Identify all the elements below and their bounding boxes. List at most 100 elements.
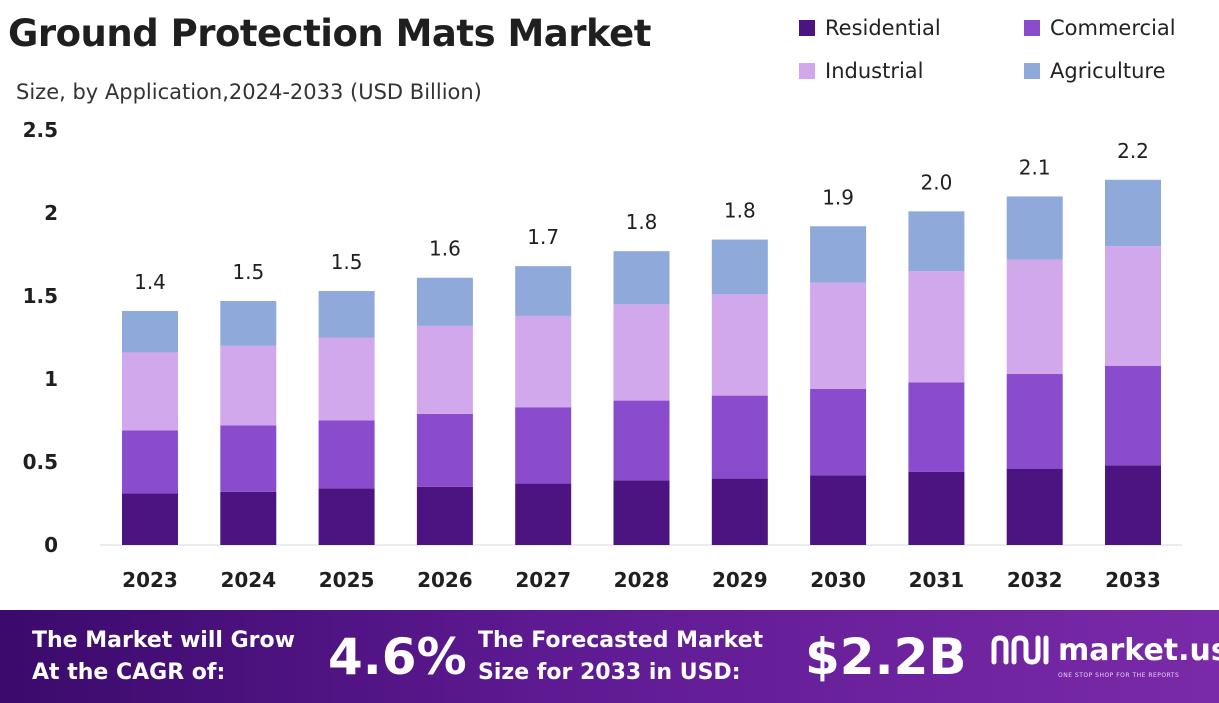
y-tick-label: 0.5	[23, 450, 58, 474]
forecast-value: $2.2B	[805, 628, 967, 686]
bar-segment-residential	[515, 483, 572, 545]
cagr-caption-line1: The Market will Grow	[32, 628, 295, 653]
x-tick-label: 2033	[1105, 568, 1161, 592]
bar-segment-agriculture	[318, 291, 375, 338]
x-tick-label: 2028	[614, 568, 670, 592]
bar-total-label: 1.8	[724, 199, 756, 223]
bar-segment-industrial	[515, 315, 572, 408]
bar-segment-agriculture	[515, 266, 572, 316]
bar-segment-residential	[220, 491, 277, 545]
bar-segment-industrial	[220, 345, 277, 426]
bar-segment-residential	[711, 478, 768, 545]
legend-label-industrial: Industrial	[825, 59, 924, 83]
y-tick-label: 2.5	[23, 118, 58, 142]
bar-segment-commercial	[515, 407, 572, 484]
bar-segment-commercial	[1105, 365, 1161, 466]
chart-legend: Residential Commercial Industrial Agricu…	[0, 0, 1219, 100]
bar-segment-industrial	[122, 352, 178, 431]
bar-segment-commercial	[613, 400, 670, 481]
legend-swatch-residential	[799, 20, 815, 36]
legend-swatch-industrial	[799, 63, 815, 79]
bar-total-label: 1.5	[331, 250, 363, 274]
bar-segment-residential	[416, 486, 473, 545]
footer-banner: The Market will Grow At the CAGR of: 4.6…	[0, 610, 1219, 703]
bar-segment-commercial	[711, 395, 768, 479]
bar-segment-industrial	[1006, 259, 1063, 375]
bar-total-label: 1.9	[822, 185, 854, 209]
cagr-caption: The Market will Grow At the CAGR of:	[32, 625, 295, 689]
bar-segment-industrial	[416, 325, 473, 414]
bar-segment-agriculture	[613, 251, 670, 305]
x-tick-label: 2027	[515, 568, 571, 592]
y-tick-label: 0	[44, 533, 58, 557]
bar-segment-industrial	[711, 294, 768, 396]
bar-segment-residential	[810, 475, 867, 545]
x-tick-label: 2030	[810, 568, 866, 592]
brand-tagline: ONE STOP SHOP FOR THE REPORTS	[1058, 672, 1180, 679]
brand-logo[interactable]: market.us	[990, 632, 1219, 668]
bar-segment-industrial	[810, 282, 867, 389]
legend-item-industrial: Industrial	[799, 59, 924, 83]
legend-label-commercial: Commercial	[1050, 16, 1176, 40]
bar-total-label: 1.6	[429, 237, 461, 261]
legend-swatch-commercial	[1024, 20, 1040, 36]
chart-title: Ground Protection Mats Market	[8, 12, 651, 55]
x-tick-label: 2024	[220, 568, 276, 592]
bar-segment-agriculture	[810, 226, 867, 283]
stacked-bar-chart: 0 0.5 1 1.5 2 2.5 1.4 2023 1.5 2024 1.5 2025 1.6 2026…	[23, 118, 1182, 592]
legend-label-residential: Residential	[825, 16, 941, 40]
bar-segment-industrial	[1105, 246, 1161, 366]
y-tick-label: 1.5	[23, 284, 58, 308]
bar-total-label: 2.0	[920, 170, 952, 194]
y-tick-label: 1	[44, 367, 58, 391]
bar-segment-residential	[613, 480, 670, 545]
bar-segment-agriculture	[1006, 196, 1063, 260]
x-tick-label: 2032	[1007, 568, 1063, 592]
bar-segment-commercial	[908, 382, 965, 472]
bar-segment-commercial	[1006, 374, 1063, 469]
bar-segment-commercial	[416, 413, 473, 487]
x-tick-label: 2025	[319, 568, 375, 592]
legend-label-agriculture: Agriculture	[1050, 59, 1166, 83]
bar-segment-commercial	[122, 430, 178, 494]
cagr-value: 4.6%	[328, 628, 467, 686]
bar-total-label: 1.5	[232, 260, 264, 284]
bar-segment-residential	[1006, 468, 1063, 545]
bar-segment-commercial	[220, 425, 277, 492]
x-tick-label: 2031	[909, 568, 965, 592]
bar-segment-residential	[122, 493, 178, 545]
forecast-caption-line1: The Forecasted Market	[478, 628, 764, 653]
bar-segment-residential	[908, 471, 965, 545]
bar-segment-industrial	[318, 337, 375, 421]
bar-segment-agriculture	[908, 211, 965, 272]
bar-segment-agriculture	[416, 277, 473, 326]
bar-total-label: 1.4	[134, 270, 166, 294]
bar-segment-agriculture	[1105, 179, 1161, 247]
legend-item-commercial: Commercial	[1024, 16, 1176, 40]
chart-subtitle: Size, by Application,2024-2033 (USD Bill…	[16, 80, 482, 104]
legend-swatch-agriculture	[1024, 63, 1040, 79]
x-tick-label: 2029	[712, 568, 768, 592]
bar-segment-commercial	[810, 388, 867, 476]
legend-item-agriculture: Agriculture	[1024, 59, 1166, 83]
cagr-caption-line2: At the CAGR of:	[32, 660, 226, 685]
bar-segment-residential	[318, 488, 375, 545]
legend-item-residential: Residential	[799, 16, 941, 40]
bar-segment-industrial	[613, 304, 670, 401]
bar-total-label: 1.8	[626, 210, 658, 234]
bar-total-label: 2.2	[1117, 139, 1149, 163]
bar-segment-agriculture	[711, 239, 768, 295]
forecast-caption: The Forecasted Market Size for 2033 in U…	[478, 625, 763, 689]
bar-segment-residential	[1105, 465, 1161, 545]
bar-segment-industrial	[908, 271, 965, 383]
forecast-caption-line2: Size for 2033 in USD:	[478, 660, 741, 685]
x-tick-label: 2026	[417, 568, 473, 592]
brand-name: market.us	[1058, 632, 1219, 668]
y-tick-label: 2	[44, 201, 58, 225]
bar-total-label: 1.7	[527, 225, 559, 249]
x-tick-label: 2023	[122, 568, 178, 592]
market-us-logo-icon	[991, 635, 1049, 665]
bar-total-label: 2.1	[1019, 155, 1051, 179]
bar-segment-agriculture	[220, 300, 277, 346]
bar-segment-commercial	[318, 420, 375, 489]
